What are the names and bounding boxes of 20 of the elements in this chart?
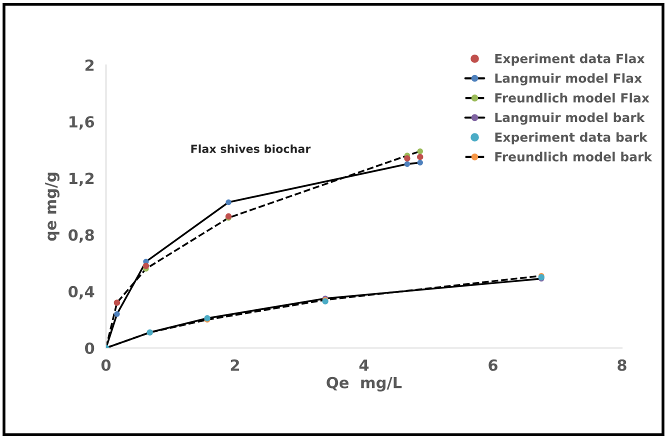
legend-label: Experiment data bark: [495, 132, 648, 144]
x-tick-label: 8: [618, 359, 626, 371]
legend-label: Freundlich model Flax: [495, 92, 650, 103]
legend-label: Langmuir model bark: [495, 112, 645, 125]
y-tick-label: 2: [85, 59, 94, 71]
legend-label: Experiment data Flax: [495, 54, 645, 66]
x-tick-label: 6: [488, 359, 498, 371]
y-tick-label: 1,2: [70, 172, 94, 186]
x-tick-label: 4: [359, 360, 369, 371]
y-tick-label: 0,8: [68, 229, 94, 243]
text: Flax shives biochar: [191, 144, 311, 154]
legend-label: Langmuir model Flax: [495, 73, 642, 86]
y-axis-title: qe mg/g: [45, 172, 60, 241]
legend-label: Freundlich model bark: [495, 152, 652, 162]
y-tick-label: 1,6: [70, 116, 94, 130]
x-tick-label: 2: [230, 359, 239, 371]
x-axis-title: Qe mg/L: [326, 376, 402, 392]
x-tick-label: 0: [101, 359, 111, 371]
y-tick-label: 0: [84, 342, 94, 354]
y-tick-label: 0,4: [68, 286, 94, 300]
